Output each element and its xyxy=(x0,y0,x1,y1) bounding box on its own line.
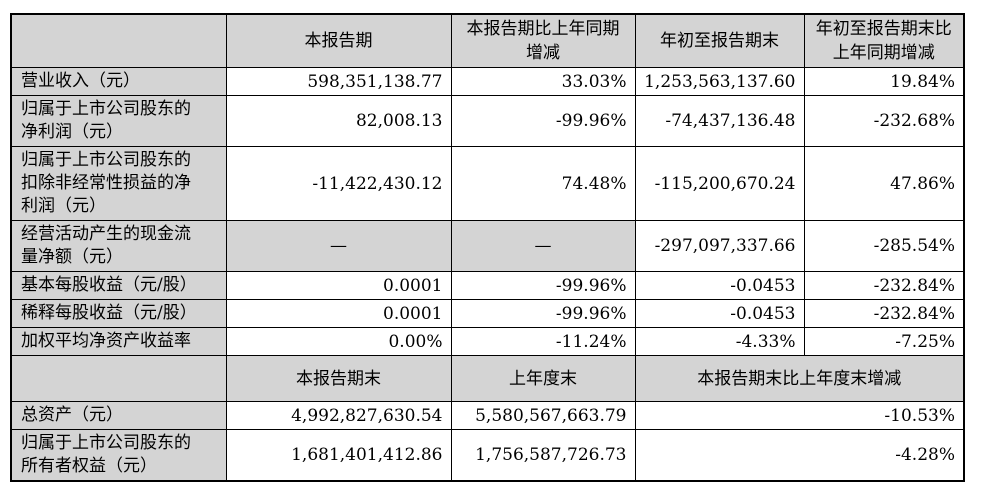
table-row-diluted-eps: 稀释每股收益（元/股） 0.0001 -99.96% -0.0453 -232.… xyxy=(10,299,965,328)
section1-header-row: 本报告期 本报告期比上年同期增减 年初至报告期末 年初至报告期末比上年同期增减 xyxy=(10,13,965,68)
cell-value: -115,200,670.24 xyxy=(634,146,805,221)
table-row-operating-cash-flow: 经营活动产生的现金流量净额（元） — — -297,097,337.66 -28… xyxy=(10,220,965,272)
cell-value: 0.00% xyxy=(225,327,452,356)
row-label: 基本每股收益（元/股） xyxy=(10,271,227,300)
cell-value: 19.84% xyxy=(803,67,965,96)
cell-value: -4.28% xyxy=(634,429,965,482)
table-row-net-profit-excl-nonrecurring: 归属于上市公司股东的扣除非经常性损益的净利润（元） -11,422,430.12… xyxy=(10,146,965,221)
cell-value: 82,008.13 xyxy=(225,95,452,147)
cell-value: -297,097,337.66 xyxy=(634,220,805,272)
cell-value: -99.96% xyxy=(450,95,636,147)
table-row-owners-equity: 归属于上市公司股东的所有者权益（元） 1,681,401,412.86 1,75… xyxy=(10,429,965,482)
cell-value: -11,422,430.12 xyxy=(225,146,452,221)
column-header-empty xyxy=(10,355,227,402)
column-header-ytd-vs-prior-year: 年初至报告期末比上年同期增减 xyxy=(803,13,965,68)
column-header-current-vs-prior-year: 本报告期比上年同期增减 xyxy=(450,13,636,68)
cell-value: 0.0001 xyxy=(225,299,452,328)
column-header-empty xyxy=(10,13,227,68)
cell-value: -11.24% xyxy=(450,327,636,356)
cell-value: -0.0453 xyxy=(634,299,805,328)
cell-value: 33.03% xyxy=(450,67,636,96)
row-label: 加权平均净资产收益率 xyxy=(10,327,227,356)
cell-value: 4,992,827,630.54 xyxy=(225,401,452,430)
table-row-basic-eps: 基本每股收益（元/股） 0.0001 -99.96% -0.0453 -232.… xyxy=(10,271,965,300)
cell-value: -232.68% xyxy=(803,95,965,147)
cell-value: -4.33% xyxy=(634,327,805,356)
cell-value: -285.54% xyxy=(803,220,965,272)
cell-dash: — xyxy=(450,220,636,272)
cell-value: 74.48% xyxy=(450,146,636,221)
cell-value: -99.96% xyxy=(450,271,636,300)
column-header-prior-year-end: 上年度末 xyxy=(450,355,636,402)
cell-value: 598,351,138.77 xyxy=(225,67,452,96)
column-header-year-to-date: 年初至报告期末 xyxy=(634,13,805,68)
row-label: 归属于上市公司股东的所有者权益（元） xyxy=(10,429,227,482)
row-label: 归属于上市公司股东的净利润（元） xyxy=(10,95,227,147)
cell-value: 1,756,587,726.73 xyxy=(450,429,636,482)
cell-dash: — xyxy=(225,220,452,272)
row-label: 总资产（元） xyxy=(10,401,227,430)
page: { "style": { "header_bg": "#d4d4d4", "bo… xyxy=(10,13,965,482)
table-row-weighted-avg-roe: 加权平均净资产收益率 0.00% -11.24% -4.33% -7.25% xyxy=(10,327,965,356)
column-header-current-period: 本报告期 xyxy=(225,13,452,68)
cell-value: 47.86% xyxy=(803,146,965,221)
cell-value: -10.53% xyxy=(634,401,965,430)
table-row-total-assets: 总资产（元） 4,992,827,630.54 5,580,567,663.79… xyxy=(10,401,965,430)
row-label: 营业收入（元） xyxy=(10,67,227,96)
table-row-operating-revenue: 营业收入（元） 598,351,138.77 33.03% 1,253,563,… xyxy=(10,67,965,96)
table-row-net-profit: 归属于上市公司股东的净利润（元） 82,008.13 -99.96% -74,4… xyxy=(10,95,965,147)
cell-value: 1,681,401,412.86 xyxy=(225,429,452,482)
cell-value: -232.84% xyxy=(803,299,965,328)
financial-summary-table: 本报告期 本报告期比上年同期增减 年初至报告期末 年初至报告期末比上年同期增减 … xyxy=(10,13,965,482)
section2-header-row: 本报告期末 上年度末 本报告期末比上年度末增减 xyxy=(10,355,965,402)
cell-value: 0.0001 xyxy=(225,271,452,300)
cell-value: -99.96% xyxy=(450,299,636,328)
cell-value: -74,437,136.48 xyxy=(634,95,805,147)
cell-value: 1,253,563,137.60 xyxy=(634,67,805,96)
cell-value: 5,580,567,663.79 xyxy=(450,401,636,430)
column-header-period-end-vs-prior-year-end: 本报告期末比上年度末增减 xyxy=(634,355,965,402)
row-label: 归属于上市公司股东的扣除非经常性损益的净利润（元） xyxy=(10,146,227,221)
financial-summary: 本报告期 本报告期比上年同期增减 年初至报告期末 年初至报告期末比上年同期增减 … xyxy=(10,13,965,482)
cell-value: -232.84% xyxy=(803,271,965,300)
cell-value: -7.25% xyxy=(803,327,965,356)
row-label: 稀释每股收益（元/股） xyxy=(10,299,227,328)
column-header-period-end: 本报告期末 xyxy=(225,355,452,402)
row-label: 经营活动产生的现金流量净额（元） xyxy=(10,220,227,272)
cell-value: -0.0453 xyxy=(634,271,805,300)
